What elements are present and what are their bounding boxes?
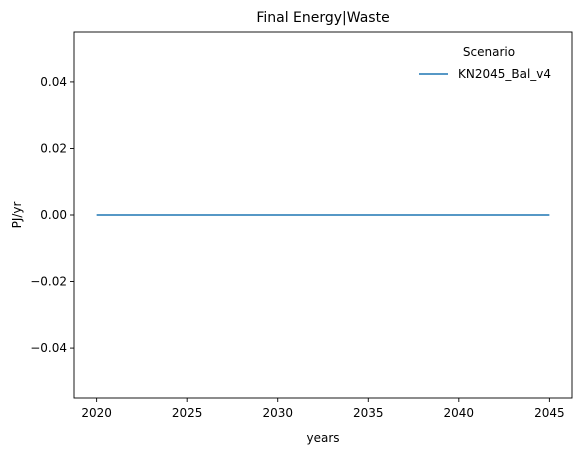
y-tick-label: −0.02 [30,275,67,289]
legend-entries: KN2045_Bal_v4 [419,67,551,81]
chart-title: Final Energy|Waste [256,10,389,26]
x-tick-label: 2030 [262,406,293,420]
x-axis-label: years [306,431,339,445]
x-axis-ticks: 2020 2025 2030 2035 2040 2045 [81,398,565,420]
y-tick-label: 0.02 [40,141,67,155]
y-axis-ticks: −0.04 −0.02 0.00 0.02 0.04 [30,75,74,355]
legend-entry-label: KN2045_Bal_v4 [458,67,551,81]
x-tick-label: 2035 [353,406,384,420]
y-tick-label: 0.00 [40,208,67,222]
y-tick-label: −0.04 [30,341,67,355]
legend-title: Scenario [463,45,515,59]
x-tick-label: 2020 [81,406,112,420]
x-tick-label: 2040 [444,406,475,420]
legend: Scenario KN2045_Bal_v4 [419,45,551,81]
y-tick-label: 0.04 [40,75,67,89]
plot-area: 2020 2025 2030 2035 2040 2045 −0.04 −0.02 0.00 0… [30,31,573,420]
x-tick-label: 2045 [534,406,565,420]
x-tick-label: 2025 [172,406,203,420]
y-axis-label: PJ/yr [10,202,24,229]
